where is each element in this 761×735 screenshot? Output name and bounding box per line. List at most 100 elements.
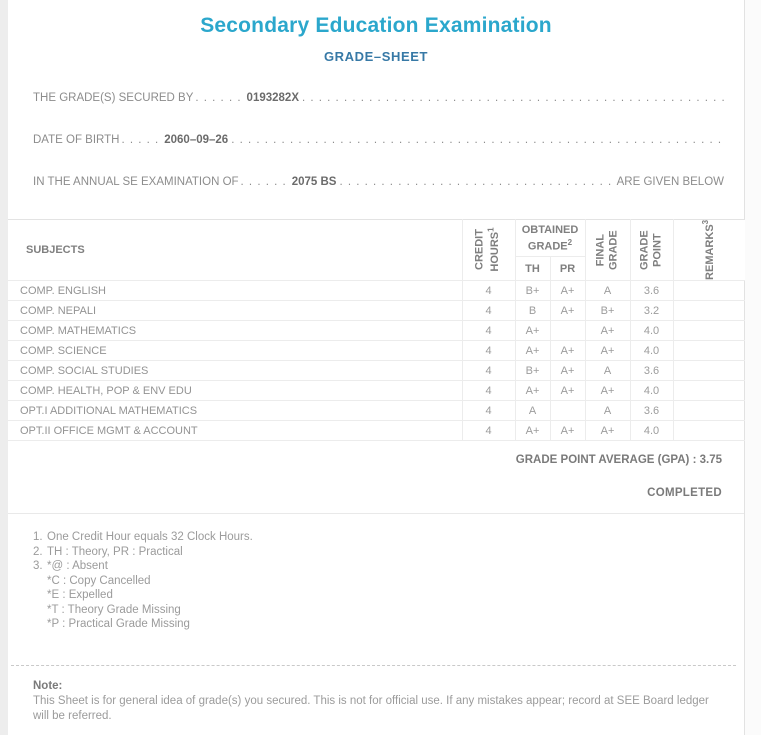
credit-cell: 4 [461, 360, 516, 381]
table-row: COMP. SOCIAL STUDIES 4 B+ A+ A 3.6 [8, 360, 746, 381]
table-row: COMP. MATHEMATICS 4 A+ A+ 4.0 [8, 320, 746, 341]
footnote-item: 1. One Credit Hour equals 32 Clock Hours… [33, 530, 744, 545]
leader-dots: . . . . . [121, 134, 160, 146]
subject-cell: COMP. SCIENCE [8, 340, 463, 361]
subject-cell: COMP. NEPALI [8, 300, 463, 321]
credit-cell: 4 [461, 420, 516, 441]
footnote-item: 2. TH : Theory, PR : Practical [33, 545, 744, 560]
status-badge: COMPLETED [647, 487, 722, 499]
footnote-item: 3. *@ : Absent [33, 559, 744, 574]
practical-grade-cell [549, 400, 586, 421]
date-of-birth-label: DATE OF BIRTH [33, 134, 120, 146]
page-left-margin [0, 0, 8, 735]
symbol-number-label: THE GRADE(S) SECURED BY [33, 92, 194, 104]
info-line-examination-year: IN THE ANNUAL SE EXAMINATION OF . . . . … [8, 176, 744, 191]
final-grade-line1: FINAL [594, 233, 607, 267]
column-header-subjects: SUBJECTS [8, 219, 463, 281]
page-title: Secondary Education Examination [200, 14, 552, 37]
leader-dots: . . . . . . [240, 176, 287, 188]
column-header-grade-point: GRADE POINT [629, 219, 674, 281]
theory-grade-cell: B+ [514, 360, 551, 381]
column-header-obtained-grade: OBTAINED GRADE2 [514, 218, 586, 258]
page-subtitle: GRADE–SHEET [323, 49, 429, 64]
remarks-line1: REMARKS3 [701, 219, 716, 281]
credit-hours-line1: CREDIT [473, 229, 486, 271]
footnote-sub-item: *T : Theory Grade Missing [47, 603, 181, 616]
footnote-number: 3. [33, 560, 43, 572]
result-summary: GRADE POINT AVERAGE (GPA) : 3.75 COMPLET… [8, 441, 744, 514]
column-header-practical: PR [549, 256, 586, 281]
grade-point-cell: 4.0 [629, 420, 674, 441]
leader-dots: . . . . . . . . . . . . . . . . . . . . … [231, 134, 724, 146]
grade-point-cell: 3.6 [629, 400, 674, 421]
examination-year-label: IN THE ANNUAL SE EXAMINATION OF [33, 176, 239, 188]
footnote-sub-item: *E : Expelled [47, 589, 113, 601]
gpa-label: GRADE POINT AVERAGE (GPA) : [515, 454, 697, 466]
footnote-text: One Credit Hour equals 32 Clock Hours. [47, 531, 253, 543]
theory-grade-cell: B [514, 300, 551, 321]
final-grade-cell: A [584, 400, 631, 421]
note-body: This Sheet is for general idea of grade(… [33, 694, 709, 722]
note-heading: Note: [33, 679, 63, 692]
remarks-cell [672, 340, 746, 361]
grade-point-cell: 4.0 [629, 340, 674, 361]
final-grade-line2: GRADE [607, 230, 620, 270]
remarks-cell [672, 300, 746, 321]
final-grade-cell: B+ [584, 300, 631, 321]
candidate-info: THE GRADE(S) SECURED BY . . . . . . 0193… [8, 92, 744, 191]
remarks-cell [672, 360, 746, 381]
grade-point-cell: 3.2 [629, 300, 674, 321]
are-given-below-label: ARE GIVEN BELOW [616, 176, 724, 188]
grade-point-cell: 4.0 [629, 320, 674, 341]
final-grade-cell: A+ [584, 340, 631, 361]
theory-grade-cell: A+ [514, 380, 551, 401]
grade-point-cell: 4.0 [629, 380, 674, 401]
subject-cell: OPT.I ADDITIONAL MATHEMATICS [8, 400, 463, 421]
credit-cell: 4 [461, 320, 516, 341]
subject-cell: COMP. MATHEMATICS [8, 320, 463, 341]
practical-grade-cell: A+ [549, 280, 586, 301]
footnote-text: TH : Theory, PR : Practical [47, 545, 183, 558]
final-grade-cell: A [584, 360, 631, 381]
practical-grade-cell: A+ [549, 300, 586, 321]
final-grade-cell: A+ [584, 420, 631, 441]
credit-cell: 4 [461, 300, 516, 321]
theory-grade-cell: B+ [514, 280, 551, 301]
date-of-birth-value: 2060–09–26 [164, 134, 229, 146]
info-line-symbol-number: THE GRADE(S) SECURED BY . . . . . . 0193… [8, 92, 744, 107]
gpa-value: 3.75 [699, 454, 722, 466]
leader-dots: . . . . . . [195, 92, 242, 104]
footnotes: 1. One Credit Hour equals 32 Clock Hours… [8, 514, 744, 632]
table-row: COMP. HEALTH, POP & ENV EDU 4 A+ A+ A+ 4… [8, 380, 746, 401]
leader-dots: . . . . . . . . . . . . . . . . . . . . … [302, 92, 724, 104]
remarks-cell [672, 420, 746, 441]
column-header-final-grade: FINAL GRADE [584, 219, 631, 281]
grade-sheet-page: Secondary Education Examination GRADE–SH… [8, 0, 746, 735]
table-row: OPT.II OFFICE MGMT & ACCOUNT 4 A+ A+ A+ … [8, 420, 746, 441]
theory-grade-cell: A+ [514, 320, 551, 341]
final-grade-cell: A+ [584, 380, 631, 401]
subject-cell: COMP. HEALTH, POP & ENV EDU [8, 380, 463, 401]
grade-point-line2: POINT [651, 233, 664, 267]
practical-grade-cell [549, 320, 586, 341]
footnote-number: 1. [33, 531, 43, 543]
practical-grade-cell: A+ [549, 420, 586, 441]
info-line-date-of-birth: DATE OF BIRTH . . . . . 2060–09–26 . . .… [8, 134, 744, 149]
remarks-cell [672, 320, 746, 341]
final-grade-cell: A+ [584, 320, 631, 341]
grade-point-cell: 3.6 [629, 360, 674, 381]
gpa-line: GRADE POINT AVERAGE (GPA) : 3.75 [8, 454, 722, 466]
credit-cell: 4 [461, 380, 516, 401]
column-header-credit-hours: CREDIT HOURS1 [461, 219, 516, 281]
subject-cell: COMP. SOCIAL STUDIES [8, 360, 463, 381]
theory-grade-cell: A [514, 400, 551, 421]
footnote-sub-item: *C : Copy Cancelled [47, 574, 151, 587]
practical-grade-cell: A+ [549, 340, 586, 361]
remarks-cell [672, 280, 746, 301]
practical-grade-cell: A+ [549, 360, 586, 381]
table-row: OPT.I ADDITIONAL MATHEMATICS 4 A A 3.6 [8, 400, 746, 421]
remarks-cell [672, 380, 746, 401]
column-header-theory: TH [514, 256, 551, 281]
grades-table: SUBJECTS CREDIT HOURS1 OBTAINED GRADE2 F… [8, 218, 746, 441]
footnote-text: *@ : Absent [47, 560, 108, 572]
